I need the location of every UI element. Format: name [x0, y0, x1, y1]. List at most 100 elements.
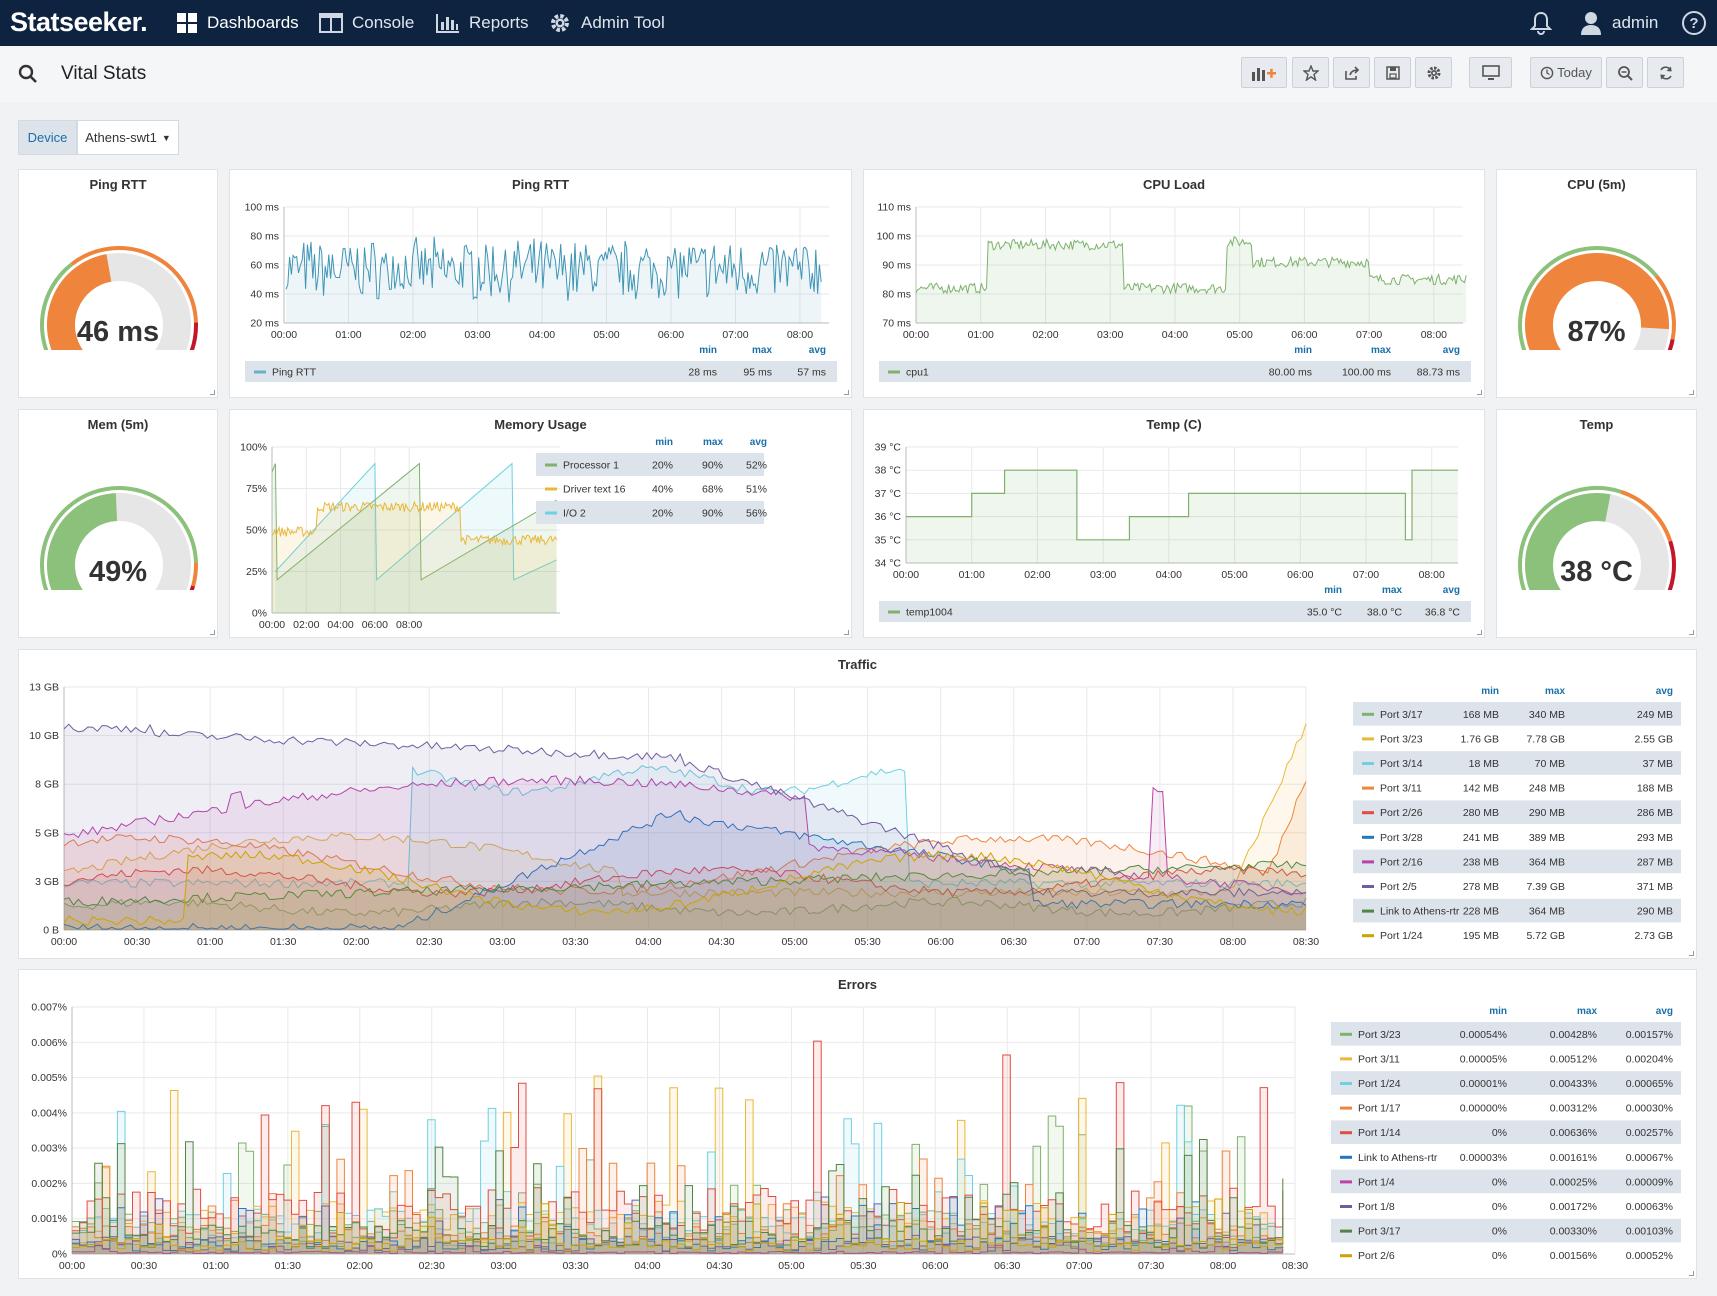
panel-cpu-gauge[interactable]: CPU (5m) 87%: [1496, 169, 1697, 398]
username: admin: [1612, 13, 1659, 32]
page-title[interactable]: Vital Stats: [61, 63, 147, 84]
x-tick-label: 05:00: [1221, 569, 1247, 581]
user-menu[interactable]: admin: [1580, 0, 1658, 46]
resize-handle[interactable]: [1689, 630, 1694, 635]
x-tick-label: 06:00: [1291, 329, 1317, 341]
legend-swatch: [1340, 1082, 1352, 1085]
share-icon: [1344, 65, 1359, 80]
add-panel-button[interactable]: [1241, 57, 1287, 88]
resize-handle[interactable]: [1689, 390, 1694, 395]
resize-handle[interactable]: [1477, 630, 1482, 635]
brand-logo[interactable]: Statseeker.: [10, 7, 148, 37]
star-button[interactable]: [1292, 57, 1329, 88]
legend-min-value: 195 MB: [1463, 930, 1499, 942]
legend-swatch: [545, 463, 557, 467]
legend-max-value: 364 MB: [1529, 906, 1565, 918]
panel-ping-gauge[interactable]: Ping RTT 46 ms: [18, 169, 218, 398]
series-area: [286, 236, 822, 323]
zoom-out-icon: [1617, 65, 1633, 81]
y-tick-label: 0%: [252, 608, 267, 620]
cpu-gauge-value: 87%: [1567, 316, 1626, 348]
resize-handle[interactable]: [844, 390, 849, 395]
x-tick-label: 07:00: [1353, 569, 1379, 581]
panel-title: Temp (C): [1146, 417, 1202, 432]
search-icon[interactable]: [18, 64, 38, 84]
legend-min-value: 278 MB: [1463, 881, 1499, 893]
errors-chart: 0% 0.001% 0.002% 0.003% 0.004% 0.005% 0.006% 0.…: [31, 1002, 1681, 1272]
x-tick-label: 00:00: [903, 329, 929, 341]
nav-dashboards[interactable]: Dashboards: [176, 0, 299, 46]
x-tick-label: 08:00: [396, 619, 422, 631]
legend-swatch: [545, 511, 557, 515]
resize-handle[interactable]: [210, 630, 215, 635]
y-tick-label: 100 ms: [877, 231, 911, 243]
resize-handle[interactable]: [844, 630, 849, 635]
ping-gauge: [40, 246, 198, 350]
nav-reports[interactable]: Reports: [436, 0, 529, 46]
share-button[interactable]: [1333, 57, 1370, 88]
resize-handle[interactable]: [1477, 390, 1482, 395]
time-picker-label: Today: [1557, 65, 1592, 80]
legend-series-name: Port 3/17: [1358, 1226, 1401, 1238]
legend-series-name: Port 3/14: [1380, 758, 1423, 770]
errors-series-area: [72, 1105, 1283, 1254]
panel-errors[interactable]: Errors 0% 0.001% 0.002% 0.003% 0.004% 0.005% 0…: [18, 969, 1697, 1279]
legend-header-avg: avg: [750, 437, 767, 448]
x-tick-label: 01:00: [335, 329, 361, 341]
panel-temp-chart[interactable]: Temp (C) 34 °C 35 °C 36 °C 37 °C 38 °C 39 °C 0…: [863, 409, 1485, 638]
resize-handle[interactable]: [1689, 951, 1694, 956]
legend-avg-value: 51%: [746, 484, 767, 496]
legend-swatch: [1340, 1205, 1352, 1208]
legend-swatch: [1362, 885, 1374, 888]
y-tick-label: 25%: [246, 566, 267, 578]
x-tick-label: 06:30: [1001, 936, 1027, 948]
device-variable-select[interactable]: Athens-swt1 ▼: [77, 120, 179, 155]
bar-chart-icon: [436, 14, 459, 33]
star-icon: [1302, 64, 1319, 81]
ping-gauge-value: 46 ms: [76, 316, 160, 348]
legend-swatch: [1362, 762, 1374, 765]
legend-swatch: [1340, 1229, 1352, 1233]
panel-title: Ping RTT: [511, 177, 570, 192]
panel-memory-usage[interactable]: Memory Usage 0% 25% 50% 75% 100% 00:00 02:00 04…: [229, 409, 852, 638]
legend-avg-value: 0.00067%: [1626, 1152, 1673, 1164]
panel-cpu-load[interactable]: CPU Load 70 ms 80 ms 90 ms 100 ms 110 ms 00:0…: [863, 169, 1485, 398]
x-tick-label: 08:30: [1293, 936, 1319, 948]
x-tick-label: 04:30: [706, 1260, 732, 1272]
grid-icon: [177, 13, 197, 33]
y-tick-label: 38 °C: [875, 465, 902, 477]
legend-max-value: 0.00312%: [1550, 1103, 1597, 1115]
y-tick-label: 36 °C: [875, 511, 902, 523]
settings-button[interactable]: [1415, 57, 1452, 88]
notifications-bell[interactable]: [1530, 0, 1552, 46]
nav-console[interactable]: Console: [319, 0, 414, 46]
resize-handle[interactable]: [210, 390, 215, 395]
traffic-series-line: [63, 765, 1307, 889]
zoom-out-button[interactable]: [1606, 57, 1643, 88]
nav-reports-label: Reports: [469, 13, 529, 32]
traffic-series-line: [63, 865, 1307, 898]
resize-handle[interactable]: [1689, 1271, 1694, 1276]
legend-min-value: 0.00001%: [1460, 1078, 1507, 1090]
panel-temp-gauge[interactable]: Temp 38 °C: [1496, 409, 1697, 638]
x-tick-label: 02:00: [400, 329, 426, 341]
x-tick-label: 04:30: [708, 936, 734, 948]
cycle-view-mode-button[interactable]: [1469, 57, 1512, 88]
legend-row-bg: [1353, 849, 1681, 874]
help-button[interactable]: ?: [1681, 0, 1707, 46]
legend-series-name: Port 1/24: [1380, 930, 1423, 942]
legend-avg-value: 0.00257%: [1626, 1127, 1673, 1139]
legend-swatch: [1340, 1106, 1352, 1110]
panel-traffic[interactable]: Traffic 0 B 3 GB 5 GB 8 GB 10 GB 13 GB 00:00 00…: [18, 649, 1697, 959]
legend-min-value: 0%: [1492, 1250, 1507, 1262]
refresh-button[interactable]: [1647, 57, 1684, 88]
panel-mem-gauge[interactable]: Mem (5m) 49%: [18, 409, 218, 638]
legend-header-max: max: [703, 437, 723, 448]
nav-admin-tool[interactable]: Admin Tool: [548, 0, 665, 46]
time-picker-button[interactable]: Today: [1530, 57, 1602, 88]
traffic-series-area: [64, 897, 1306, 930]
x-tick-label: 02:30: [419, 1260, 445, 1272]
legend-avg-value: 56%: [746, 508, 767, 520]
panel-ping-rtt[interactable]: Ping RTT 20 ms 40 ms 60 ms 80 ms 100 ms 00:00…: [229, 169, 852, 398]
save-button[interactable]: [1374, 57, 1411, 88]
